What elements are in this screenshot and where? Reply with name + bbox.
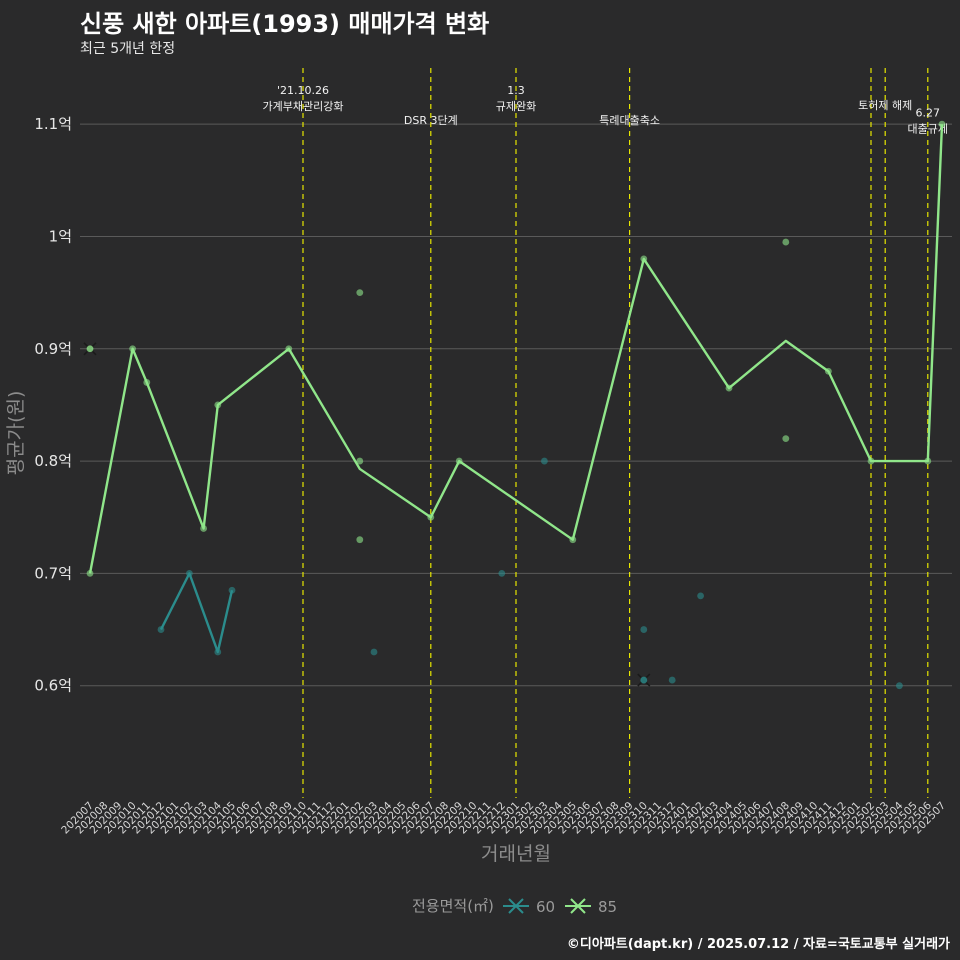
data-point-60 (157, 626, 165, 633)
data-point-85 (356, 457, 364, 465)
data-point-60 (186, 569, 193, 577)
y-tick-label: 0.9억 (34, 340, 72, 358)
event-label: 가계부채관리강화 (263, 100, 344, 113)
data-point-60 (541, 457, 548, 465)
cross-marker-60 (637, 673, 651, 687)
event-label: 대출규제 (908, 123, 948, 136)
data-point-85 (569, 536, 577, 544)
data-point-85 (356, 536, 364, 544)
legend-key-85 (565, 898, 591, 914)
data-point-85 (129, 345, 137, 353)
event-label: 6.27 (916, 107, 941, 120)
points-layer (83, 120, 946, 690)
data-point-85 (924, 457, 932, 465)
data-point-60 (896, 682, 903, 690)
legend-title: 전용면적(㎡) (412, 897, 494, 915)
data-point-85 (285, 345, 293, 353)
y-tick-label: 1억 (49, 227, 72, 245)
x-tick-labels: 2020072020082020092020102020112020122021… (59, 799, 948, 836)
legend: 전용면적(㎡) 60 85 (412, 897, 617, 916)
source-caption: ©디아파트(dapt.kr) / 2025.07.12 / 자료=국토교통부 실… (566, 937, 950, 952)
data-point-85 (938, 120, 946, 128)
y-axis-title: 평균가(원) (5, 391, 27, 476)
cross-marker-85 (83, 342, 97, 356)
data-point-85 (640, 255, 648, 263)
legend-key-60 (503, 898, 529, 914)
legend-label-60: 60 (536, 898, 555, 916)
series-line-60 (159, 572, 234, 654)
data-point-60 (370, 648, 378, 656)
event-label: 특례대출축소 (599, 114, 660, 127)
data-point-85 (143, 379, 151, 386)
x-axis-title: 거래년월 (481, 843, 551, 865)
data-point-85 (455, 457, 463, 465)
event-label: 규제완화 (496, 100, 536, 113)
data-point-85 (356, 289, 364, 297)
event-label: '21.10.26 (277, 84, 329, 97)
data-point-60 (214, 648, 222, 656)
data-point-85 (200, 525, 208, 532)
y-tick-label: 1.1억 (34, 115, 72, 133)
chart-title: 신풍 새한 아파트(1993) 매매가격 변화 (80, 10, 490, 38)
data-point-60 (668, 676, 676, 684)
data-point-85 (214, 401, 222, 409)
y-tick-labels: 0.6억 0.7억 0.8억 0.9억 1억 1.1억 (34, 115, 72, 695)
data-point-60 (228, 586, 236, 594)
event-label: 토허제 해제 (858, 98, 912, 112)
data-point-85 (782, 238, 790, 246)
y-tick-label: 0.6억 (34, 677, 72, 695)
data-point-60 (697, 592, 704, 600)
data-point-85 (867, 457, 875, 465)
legend-label-85: 85 (598, 898, 617, 916)
event-label: 1.3 (507, 84, 525, 97)
event-label: DSR 3단계 (404, 114, 458, 127)
data-point-85 (782, 435, 790, 443)
y-tick-label: 0.7억 (34, 564, 72, 582)
chart-subtitle: 최근 5개년 한정 (80, 41, 176, 57)
data-point-85 (86, 569, 94, 577)
data-point-60 (498, 569, 506, 577)
y-tick-label: 0.8억 (34, 452, 72, 470)
data-point-60 (640, 626, 648, 633)
data-point-85 (427, 513, 435, 521)
data-point-85 (725, 384, 733, 392)
data-point-85 (825, 367, 832, 375)
